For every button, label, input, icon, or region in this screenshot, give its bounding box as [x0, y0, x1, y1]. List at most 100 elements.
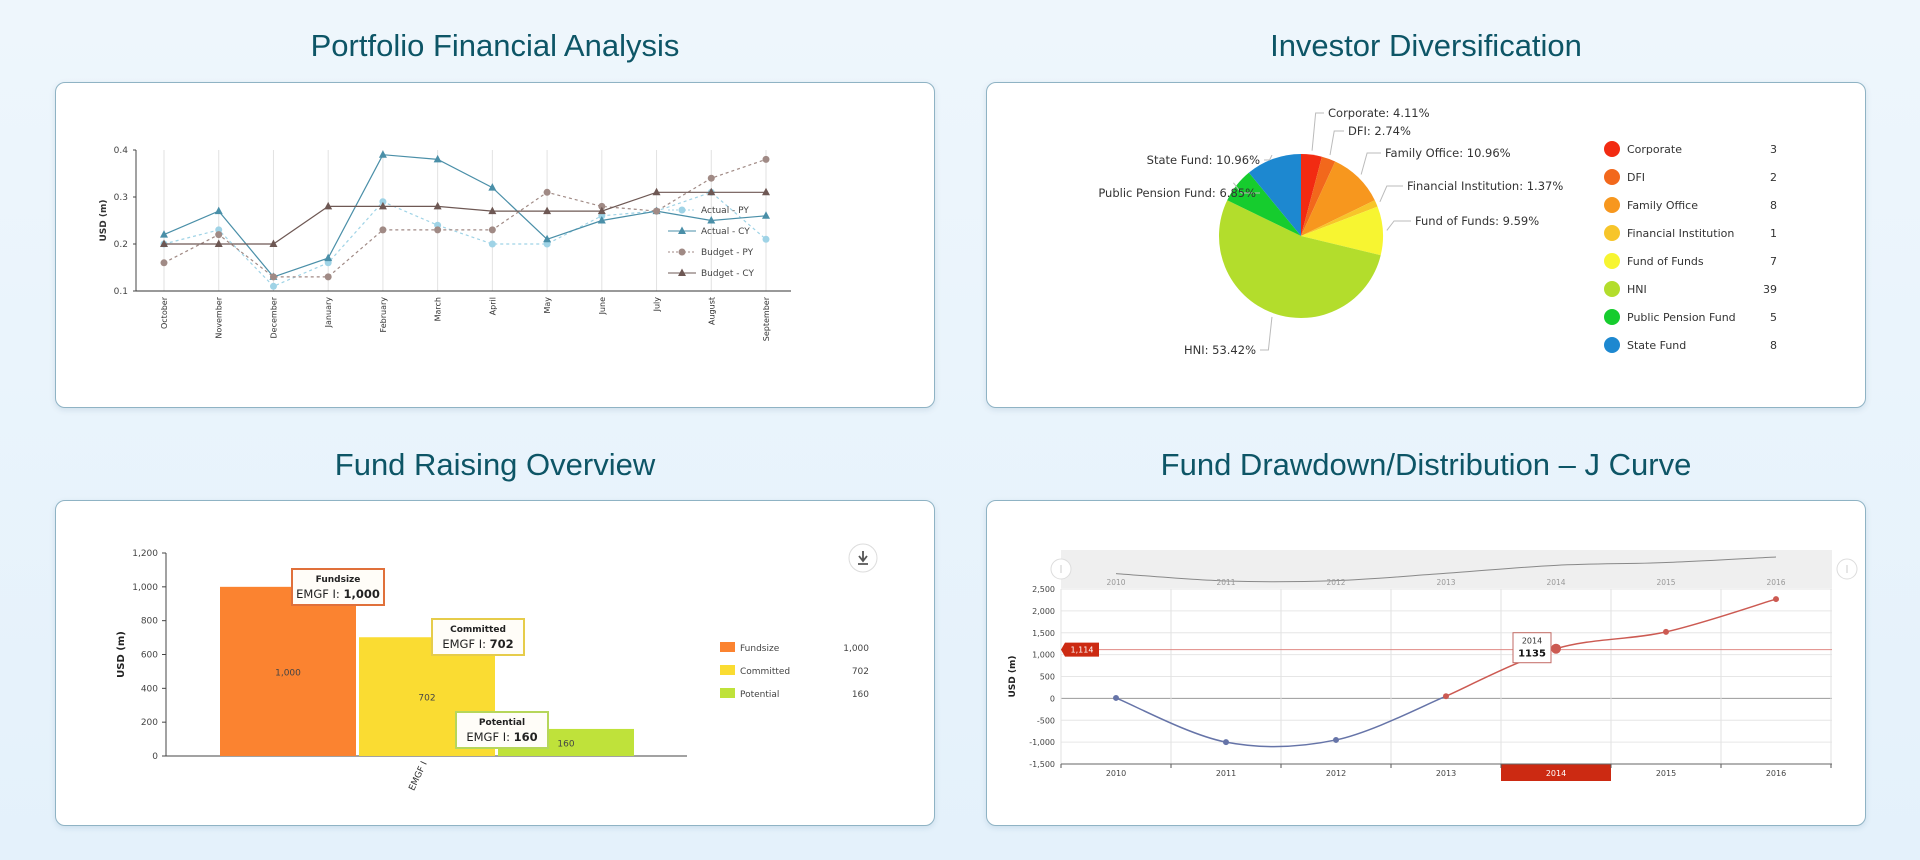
download-button[interactable] [848, 543, 878, 573]
legend-label[interactable]: Family Office [1627, 199, 1698, 212]
data-point [215, 231, 223, 239]
legend-value: 5 [1770, 311, 1777, 324]
navigator-handle-left[interactable] [1050, 558, 1072, 580]
y-tick-label: 500 [1040, 673, 1055, 682]
data-point [762, 155, 770, 163]
legend-label[interactable]: Potential [740, 690, 779, 700]
crosshair-label-bg [1061, 642, 1099, 657]
legend-label[interactable]: Corporate [1627, 143, 1682, 156]
x-tick-label: July [653, 297, 662, 313]
series-line-0 [163, 191, 767, 288]
jcurve-panel: 2010 2011 2012 2013 2014 2015 2016 -1,500 -1,000… [986, 500, 1866, 826]
data-point[interactable] [1443, 693, 1449, 700]
legend-label[interactable]: Budget - CY [701, 269, 754, 279]
legend-color-dot [1604, 337, 1620, 353]
data-point [762, 235, 770, 243]
legend-label[interactable]: Budget - PY [701, 248, 754, 258]
pie-slice-hni[interactable] [1219, 200, 1381, 319]
y-tick-label: 1,000 [132, 583, 158, 593]
data-point [707, 216, 716, 224]
portfolio-line-chart: October November December January February Ma… [99, 146, 791, 341]
pie-data-label: Public Pension Fund: 6.85% [1098, 186, 1256, 200]
data-point [653, 207, 661, 215]
series-line-3 [164, 191, 766, 245]
tooltip-title: Committed [450, 625, 506, 635]
download-icon[interactable] [858, 551, 868, 565]
bar-fundsize[interactable] [220, 586, 356, 756]
navigator-handle-right[interactable] [1836, 558, 1858, 580]
data-point [433, 154, 442, 163]
portfolio-panel: October November December January February Ma… [55, 82, 935, 408]
data-point[interactable] [1223, 739, 1229, 746]
legend-label[interactable]: State Fund [1627, 339, 1686, 352]
tooltip-value: 1135 [1518, 649, 1546, 660]
label-connector [1311, 112, 1324, 151]
pie-slice-family-office[interactable] [1301, 161, 1375, 236]
data-point[interactable] [1551, 643, 1561, 654]
legend-value: 39 [1763, 283, 1777, 296]
data-point [488, 206, 497, 215]
label-connector [1264, 154, 1273, 161]
data-point [707, 187, 716, 196]
legend-label[interactable]: Committed [740, 667, 790, 677]
y-tick-label: 2,000 [1032, 607, 1055, 616]
data-point [597, 206, 606, 215]
series-line-negative [1115, 695, 1447, 748]
pie-slice-public-pension-fund[interactable] [1227, 172, 1301, 236]
bar-data-label: 702 [418, 694, 435, 704]
data-point[interactable] [1113, 694, 1119, 701]
x-tick-label: November [215, 296, 224, 338]
legend-label[interactable]: Actual - PY [701, 206, 749, 216]
legend-color-dot [1604, 141, 1620, 157]
pie-slice-state-fund[interactable] [1248, 154, 1301, 236]
x-tick-label: December [269, 296, 278, 338]
tooltip-committed: Committed EMGF I: 702 [431, 618, 525, 656]
legend-label[interactable]: DFI [1627, 171, 1645, 184]
legend-label[interactable]: Financial Institution [1627, 227, 1734, 240]
data-point [598, 202, 606, 210]
bar-data-label: 1,000 [275, 668, 301, 678]
data-point [433, 201, 442, 210]
pie-data-label: HNI: 53.42% [1184, 343, 1256, 357]
legend-value: 8 [1770, 199, 1777, 212]
data-point[interactable] [1663, 628, 1669, 635]
y-tick-label: 1,500 [1032, 629, 1055, 638]
data-point [324, 253, 333, 262]
legend-value: 8 [1770, 339, 1777, 352]
legend-color-dot [1604, 281, 1620, 297]
data-point[interactable] [1333, 736, 1339, 743]
data-point [324, 201, 333, 210]
y-tick-label: 0.2 [114, 240, 128, 250]
y-tick-label: 0.1 [114, 287, 128, 297]
y-axis-label: USD (m) [99, 200, 109, 242]
x-tick-label: March [434, 297, 443, 321]
legend-label[interactable]: Fundsize [740, 644, 780, 654]
data-point[interactable] [1773, 596, 1779, 603]
tooltip-box [455, 711, 549, 749]
pie-slice-financial-institution[interactable] [1301, 200, 1378, 236]
pie-slice-dfi[interactable] [1301, 156, 1336, 236]
navigator-band[interactable] [1061, 550, 1832, 588]
selected-category-band[interactable] [1501, 764, 1611, 781]
series-line-positive [1445, 598, 1777, 697]
y-tick-label: 2,500 [1032, 585, 1055, 594]
pie-slice-corporate[interactable] [1301, 154, 1322, 236]
legend-label[interactable]: Fund of Funds [1627, 255, 1704, 268]
legend-swatch [720, 665, 735, 675]
data-point [378, 150, 387, 158]
legend-label[interactable]: HNI [1627, 283, 1647, 296]
legend-color-dot [1604, 225, 1620, 241]
legend-marker [678, 268, 686, 276]
y-tick-label: 800 [141, 617, 158, 627]
legend-color-dot [1604, 197, 1620, 213]
data-point [488, 240, 496, 248]
legend-label[interactable]: Actual - CY [701, 227, 750, 237]
y-tick-label: 200 [141, 718, 158, 728]
x-tick-label: September [762, 296, 771, 341]
x-tick-label: January [324, 297, 333, 329]
legend-label[interactable]: Public Pension Fund [1627, 311, 1736, 324]
pie-data-label: Financial Institution: 1.37% [1407, 179, 1563, 193]
pie-slice-fund-of-funds[interactable] [1301, 206, 1383, 256]
pie-data-label: DFI: 2.74% [1348, 124, 1411, 138]
y-tick-label: -1,000 [1029, 738, 1055, 747]
